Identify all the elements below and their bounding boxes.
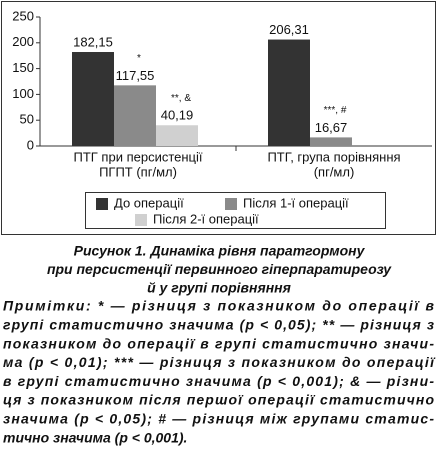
x-tick-label: ПГПТ (пг/мл) <box>99 164 177 179</box>
x-tick-label: ПТГ, група порівняння <box>267 149 400 164</box>
significance-mark: ***, # <box>324 105 347 116</box>
significance-mark: * <box>137 53 141 64</box>
value-label: 117,55 <box>116 68 155 83</box>
y-tick-label: 100 <box>12 86 34 101</box>
note-line: Примітки: * — різниця з показником до оп… <box>3 298 435 314</box>
x-tick-label: ПТГ при персистенції <box>73 149 202 164</box>
bar <box>72 52 114 146</box>
y-tick-label: 50 <box>20 112 34 127</box>
value-label: 182,15 <box>73 34 113 49</box>
note-line: групі статистично значима (р < 0,05); **… <box>3 317 434 333</box>
bar <box>268 39 310 147</box>
y-tick-label: 150 <box>12 60 34 75</box>
caption-line: й у групі порівняння <box>147 280 291 296</box>
note-line: значима (р < 0,05); # — різниця між груп… <box>3 411 434 427</box>
note-line: ця з показником після першої операції ст… <box>3 392 434 408</box>
caption-line: Рисунок 1. Динаміка рівня паратгормону <box>74 243 366 259</box>
bar <box>114 85 156 146</box>
y-tick-label: 0 <box>27 137 34 152</box>
caption-line: при персистенції первинного гіперпаратир… <box>47 261 392 277</box>
significance-mark: **, & <box>171 93 191 104</box>
bar <box>156 125 198 146</box>
legend-swatch <box>225 198 237 210</box>
bar <box>310 137 352 146</box>
x-tick-label: (пг/мл) <box>314 164 355 179</box>
note-line: в групі статистично значима (р < 0,001);… <box>3 373 434 389</box>
note-line: показником до операції в групі статистич… <box>3 335 434 351</box>
note-line: ма (р < 0,01); *** — різниця з показнико… <box>3 354 436 370</box>
y-tick-label: 250 <box>12 8 34 23</box>
legend-swatch <box>135 214 147 226</box>
legend-label: Після 2-ї операції <box>153 211 259 226</box>
note-line: тично значима (р < 0,001). <box>3 429 187 445</box>
legend-label: До операції <box>114 195 184 210</box>
legend <box>85 192 386 229</box>
value-label: 40,19 <box>161 108 194 123</box>
y-tick-label: 200 <box>12 34 34 49</box>
chart-frame <box>1 1 436 235</box>
legend-swatch <box>96 198 108 210</box>
value-label: 206,31 <box>269 22 309 37</box>
value-label: 16,67 <box>315 120 348 135</box>
legend-label: Після 1-ї операції <box>243 195 349 210</box>
